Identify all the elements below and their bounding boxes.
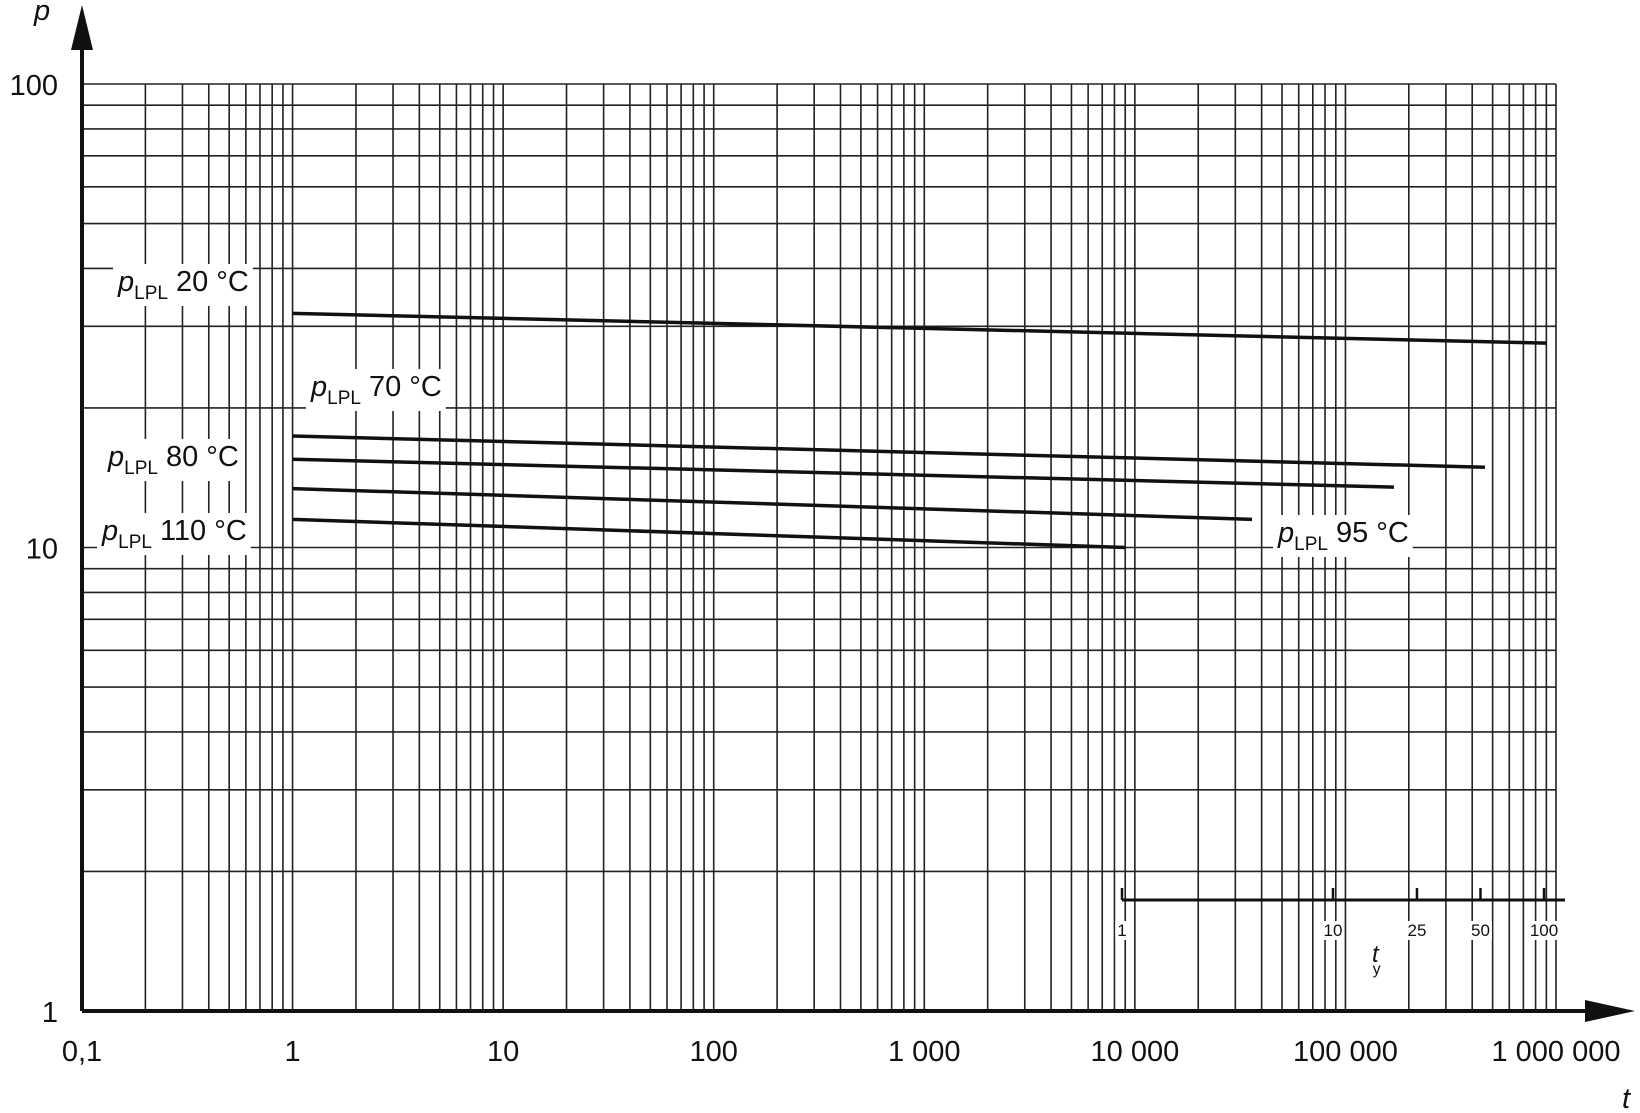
series-label: pLPL 70 °C <box>310 371 442 409</box>
series-label-name: 70 °C <box>369 371 442 403</box>
secondary-tick-label: 1 <box>1117 921 1126 940</box>
series-label-name: 95 °C <box>1336 517 1409 549</box>
series-label-name: 110 °C <box>160 515 247 547</box>
series-label: pLPL 95 °C <box>1277 517 1409 555</box>
series-label: pLPL 80 °C <box>107 441 239 479</box>
series-label-symbol: p <box>101 515 118 547</box>
x-tick-label: 1 <box>285 1036 301 1068</box>
series-label: pLPL 110 °C <box>101 515 247 553</box>
label-background <box>1321 921 1345 940</box>
series-label-subscript: LPL <box>124 458 158 479</box>
label-background <box>1273 515 1413 557</box>
series-label-symbol: p <box>1277 517 1294 549</box>
y-tick-label: 10 <box>26 534 58 566</box>
series-label: pLPL 20 °C <box>117 266 249 304</box>
label-background <box>306 369 446 411</box>
x-tick-label: 10 000 <box>1091 1036 1180 1068</box>
label-background <box>113 264 253 306</box>
label-background <box>1405 921 1429 940</box>
series-label-subscript: LPL <box>1294 534 1328 555</box>
series-label-subscript: LPL <box>118 532 152 553</box>
plot-lines <box>292 311 1565 902</box>
series-label-name: 20 °C <box>176 266 249 298</box>
series-line <box>292 434 1486 469</box>
y-tick-label: 100 <box>10 70 58 102</box>
label-background <box>1527 921 1561 940</box>
series-label-subscript: LPL <box>134 283 168 304</box>
grid <box>71 5 1635 1022</box>
labels: 0,1 1 10 100 1 000 10 000 100 000 1 000 0001101… <box>10 70 1621 1068</box>
y-axis-label: p <box>33 0 50 27</box>
series-label-subscript: LPL <box>327 388 361 409</box>
label-background <box>97 513 251 555</box>
series-line <box>292 517 1126 550</box>
x-tick-label: 10 <box>487 1036 519 1068</box>
x-axis-arrow <box>1585 1000 1635 1022</box>
series-line <box>292 486 1253 522</box>
series-label-symbol: p <box>117 266 134 298</box>
secondary-tick-label: 50 <box>1471 921 1490 940</box>
secondary-tick-label: 25 <box>1408 921 1427 940</box>
series-line <box>292 311 1547 345</box>
y-axis-arrow <box>71 5 93 50</box>
label-background <box>103 439 243 481</box>
y-tick-label: 1 <box>42 997 58 1029</box>
x-axis-label: t <box>1622 1083 1632 1113</box>
series-line <box>292 457 1394 489</box>
label-background <box>1469 921 1492 940</box>
x-tick-label: 100 000 <box>1293 1036 1398 1068</box>
x-tick-label: 100 <box>690 1036 738 1068</box>
series-label-symbol: p <box>107 441 124 473</box>
secondary-axis-symbol: t <box>1372 941 1380 968</box>
x-tick-label: 1 000 <box>888 1036 961 1068</box>
series-label-symbol: p <box>310 371 327 403</box>
secondary-axis-subscript: y <box>1373 961 1381 978</box>
x-tick-label: 1 000 000 <box>1491 1036 1620 1068</box>
label-background <box>1115 921 1129 940</box>
secondary-tick-label: 10 <box>1324 921 1343 940</box>
x-tick-label: 0,1 <box>62 1036 102 1068</box>
secondary-tick-label: 100 <box>1530 921 1558 940</box>
series-label-name: 80 °C <box>166 441 239 473</box>
